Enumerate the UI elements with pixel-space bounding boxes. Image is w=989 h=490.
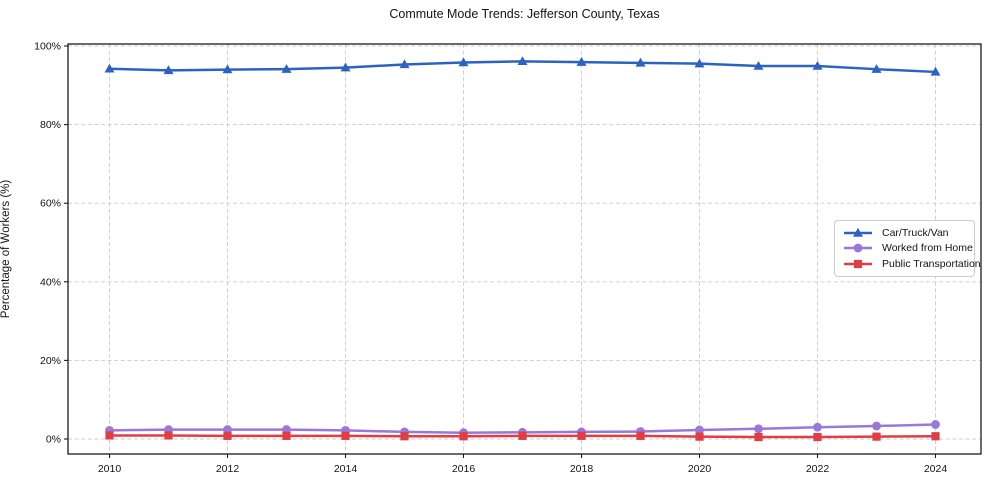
legend-line-square-icon: [844, 260, 872, 269]
y-tick-label: 80%: [40, 119, 61, 131]
y-tick-label: 0%: [46, 434, 61, 446]
y-axis-ticks: 0% 20% 40% 60% 80% 100%: [34, 41, 68, 446]
x-tick-label: 2022: [806, 463, 830, 475]
series-car-truck-van: [104, 56, 941, 76]
x-tick-label: 2016: [452, 463, 476, 475]
x-tick-label: 2020: [688, 463, 712, 475]
legend-line-triangle-icon: [844, 227, 872, 237]
legend-item-public-transportation: Public Transportation: [842, 258, 981, 270]
x-tick-label: 2010: [98, 463, 122, 475]
x-tick-label: 2014: [334, 463, 358, 475]
chart-title: Commute Mode Trends: Jefferson County, T…: [389, 7, 660, 21]
y-tick-label: 60%: [40, 198, 61, 210]
legend-line-circle-icon: [844, 244, 872, 253]
y-tick-label: 40%: [40, 276, 61, 288]
x-axis-ticks: 2010 2012 2014 2016 2018 2020 2022 2024: [98, 454, 948, 475]
legend-item-car-truck-van: Car/Truck/Van: [842, 227, 967, 239]
legend: Car/Truck/Van Worked from Home Public Tr…: [834, 220, 981, 277]
y-tick-label: 100%: [34, 41, 61, 53]
series-public-transportation: [105, 431, 940, 442]
plot-border: [67, 43, 982, 455]
legend-item-worked-from-home: Worked from Home: [842, 242, 973, 254]
legend-label: Public Transportation: [882, 258, 981, 271]
x-tick-label: 2018: [570, 463, 594, 475]
x-tick-label: 2012: [216, 463, 240, 475]
legend-label: Car/Truck/Van: [882, 226, 949, 239]
y-tick-label: 20%: [40, 355, 61, 367]
legend-label: Worked from Home: [882, 242, 973, 255]
x-tick-label: 2024: [924, 463, 948, 475]
